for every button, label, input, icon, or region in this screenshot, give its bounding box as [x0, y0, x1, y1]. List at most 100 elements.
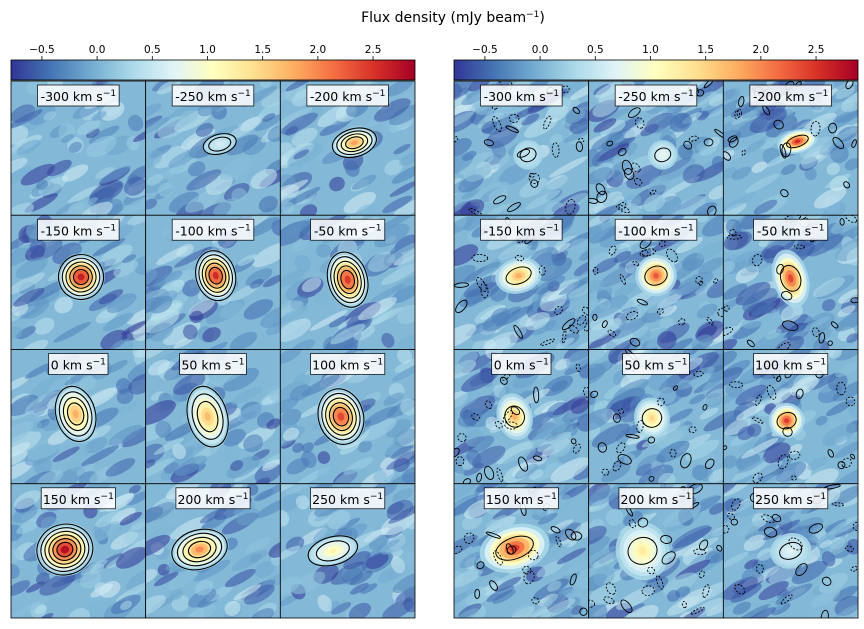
- velocity-label: 50 km s−1: [179, 353, 247, 375]
- svg-text:-200 km s−1: -200 km s−1: [310, 89, 386, 104]
- emission-source: [771, 249, 810, 308]
- noise-field: [588, 215, 724, 350]
- colorbar-tick-label: −0.5: [29, 44, 55, 56]
- channel-panel: -50 km s−1: [722, 214, 859, 350]
- noise-field: [145, 81, 281, 216]
- noise-field: [11, 483, 146, 618]
- panel-frame: [279, 483, 416, 619]
- channel-panel: 100 km s−1: [722, 349, 859, 485]
- colorbar-right: −0.5 0.0 0.5 1.0 1.5 2.0 2.5: [453, 44, 859, 81]
- svg-text:-250 km s−1: -250 km s−1: [618, 89, 694, 104]
- noise-field: [11, 81, 146, 216]
- flux-contours: [54, 385, 97, 443]
- colorbar-tick-label: 2.5: [808, 44, 825, 56]
- channel-panel: 0 km s−1: [453, 349, 590, 485]
- channel-panel: 50 km s−1: [145, 349, 281, 485]
- svg-text:0 km s−1: 0 km s−1: [494, 358, 549, 373]
- noise-field: [454, 81, 589, 216]
- velocity-label: 200 km s−1: [618, 487, 694, 510]
- flux-contours: [195, 250, 237, 302]
- colorbar-tick-label: 2.5: [365, 44, 382, 56]
- emission-source: [647, 140, 678, 170]
- velocity-label: -150 km s−1: [480, 218, 563, 241]
- colorbar-gradient: [10, 59, 416, 81]
- colorbar-tick-label: 1.5: [254, 44, 271, 56]
- velocity-label: -300 km s−1: [480, 84, 563, 107]
- svg-text:0 km s−1: 0 km s−1: [51, 358, 106, 373]
- flux-contours: [307, 535, 359, 567]
- velocity-label: -250 km s−1: [171, 84, 255, 107]
- svg-text:-200 km s−1: -200 km s−1: [753, 89, 829, 104]
- colorbar-tick-label: 1.5: [697, 44, 714, 56]
- svg-text:150 km s−1: 150 km s−1: [486, 492, 557, 507]
- colorbar-tick-label: 1.0: [642, 44, 659, 56]
- svg-text:200 km s−1: 200 km s−1: [620, 492, 691, 507]
- channel-panel: 100 km s−1: [279, 349, 416, 485]
- svg-text:-100 km s−1: -100 km s−1: [175, 223, 251, 238]
- emission-source: [615, 521, 670, 581]
- noise-contours: [592, 237, 724, 347]
- svg-text:50 km s−1: 50 km s−1: [181, 358, 244, 373]
- flux-contours: [504, 405, 525, 428]
- svg-text:-300 km s−1: -300 km s−1: [41, 89, 117, 104]
- channel-panel: 200 km s−1: [145, 483, 281, 619]
- channel-panel: -50 km s−1: [279, 214, 416, 350]
- colorbar-tick-label: 2.0: [753, 44, 770, 56]
- velocity-label: 250 km s−1: [753, 487, 829, 510]
- colorbar-gradient: [453, 59, 859, 81]
- velocity-label: -100 km s−1: [171, 218, 255, 241]
- channel-panel: -300 km s−1: [453, 80, 590, 216]
- svg-text:-150 km s−1: -150 km s−1: [41, 223, 117, 238]
- velocity-label: 200 km s−1: [175, 487, 251, 510]
- noise-contours: [454, 486, 588, 616]
- figure-title: Flux density (mJy beam−1): [361, 10, 545, 26]
- channel-panel: -250 km s−1: [588, 80, 724, 216]
- flux-contours: [57, 254, 105, 301]
- flux-contours: [326, 251, 369, 308]
- colorbar-tick-label: 0.0: [532, 44, 549, 56]
- channel-map-left: −0.5 0.0 0.5 1.0 1.5 2.0 2.5 -300 km s−1 -250 km…: [10, 44, 416, 619]
- flux-contours: [776, 411, 797, 430]
- svg-text:-50 km s−1: -50 km s−1: [314, 223, 382, 238]
- channel-panel: -250 km s−1: [145, 80, 281, 216]
- channel-panel: 150 km s−1: [10, 483, 147, 619]
- velocity-label: 100 km s−1: [753, 353, 829, 375]
- svg-text:250 km s−1: 250 km s−1: [312, 492, 383, 507]
- flux-contours: [654, 147, 672, 163]
- velocity-label: 50 km s−1: [622, 353, 690, 375]
- colorbar-tick-label: 0.5: [587, 44, 604, 56]
- svg-text:-250 km s−1: -250 km s−1: [175, 89, 251, 104]
- channel-panel: -100 km s−1: [145, 214, 281, 350]
- svg-text:-50 km s−1: -50 km s−1: [757, 223, 825, 238]
- channel-panel: -200 km s−1: [722, 80, 859, 216]
- velocity-label: 100 km s−1: [310, 353, 386, 375]
- flux-contours: [779, 264, 802, 292]
- channel-panel: 250 km s−1: [279, 483, 416, 619]
- svg-text:100 km s−1: 100 km s−1: [755, 358, 826, 373]
- channel-panel: 150 km s−1: [453, 483, 590, 619]
- channel-panel: -150 km s−1: [10, 214, 147, 350]
- panel-frame: [722, 483, 859, 619]
- channel-panel: 0 km s−1: [10, 349, 147, 485]
- channel-map-right: −0.5 0.0 0.5 1.0 1.5 2.0 2.5 -300 km s−1 -250 km…: [453, 44, 859, 619]
- emission-source: [513, 140, 543, 170]
- colorbar-tick-label: 0.5: [144, 44, 161, 56]
- velocity-label: -150 km s−1: [37, 218, 120, 241]
- colorbar-tick-label: −0.5: [472, 44, 498, 56]
- svg-text:-300 km s−1: -300 km s−1: [484, 89, 560, 104]
- channel-panel: -150 km s−1: [453, 214, 590, 350]
- flux-contours: [641, 408, 663, 428]
- flux-contours: [495, 535, 534, 561]
- flux-contours: [36, 523, 94, 576]
- svg-text:250 km s−1: 250 km s−1: [755, 492, 826, 507]
- velocity-label: -250 km s−1: [614, 84, 698, 107]
- channel-panel: -100 km s−1: [588, 214, 724, 350]
- emission-source: [770, 532, 812, 569]
- svg-text:150 km s−1: 150 km s−1: [43, 492, 114, 507]
- velocity-label: -200 km s−1: [749, 84, 832, 107]
- flux-contours: [186, 385, 229, 448]
- svg-text:200 km s−1: 200 km s−1: [177, 492, 248, 507]
- emission-source: [185, 384, 230, 449]
- channel-panel: 200 km s−1: [588, 483, 724, 619]
